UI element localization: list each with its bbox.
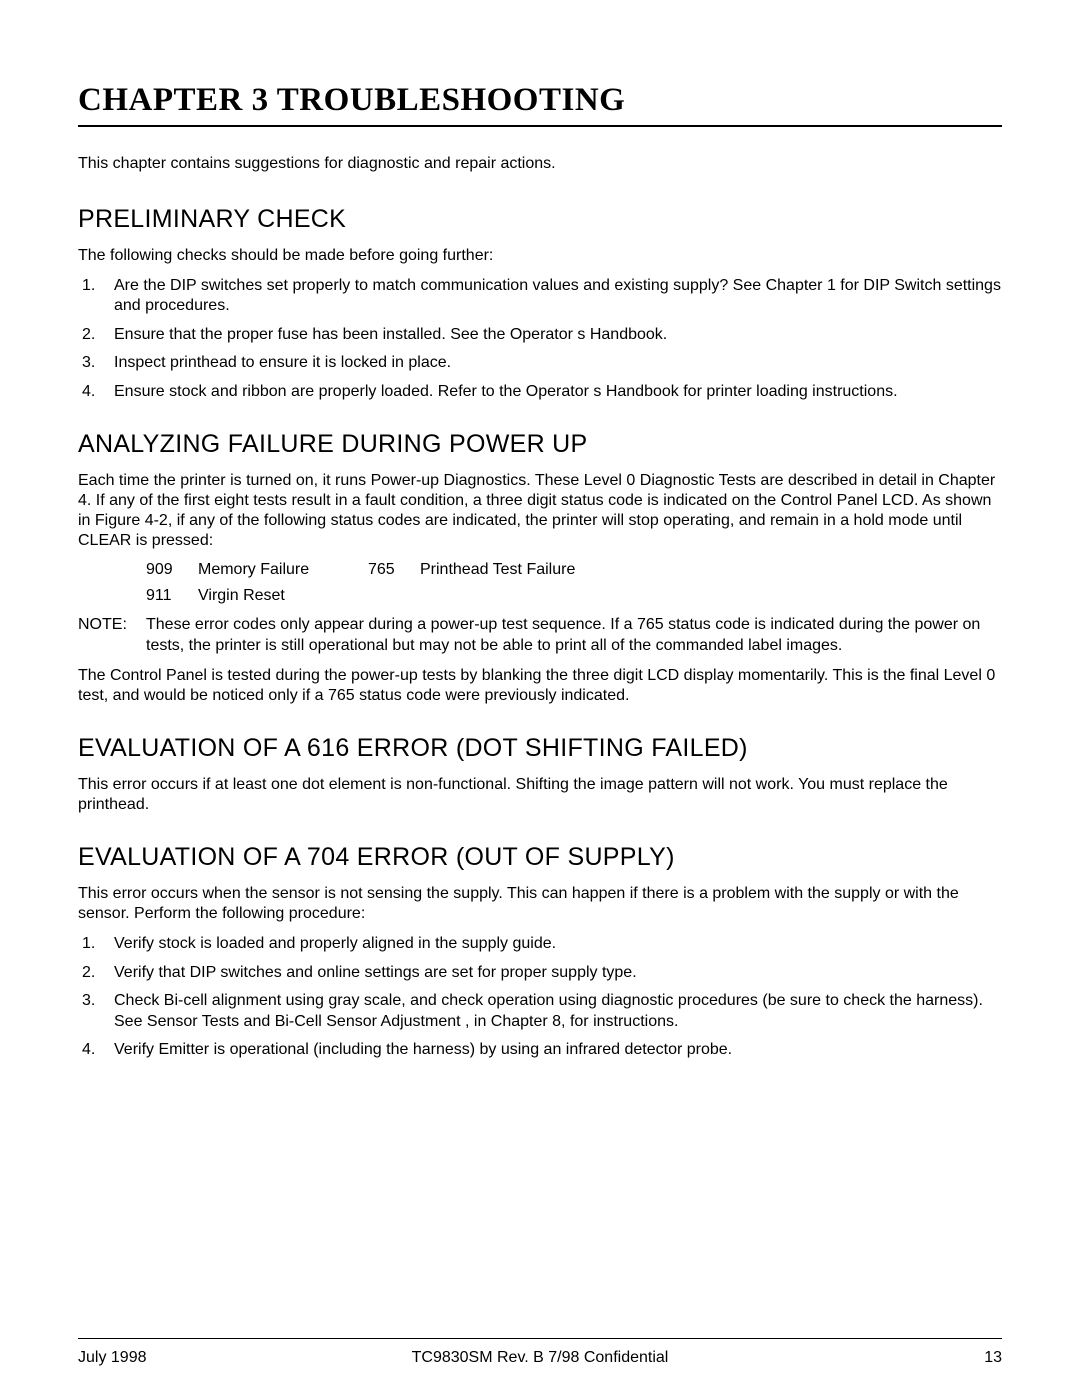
error-code: 765 [368, 561, 420, 579]
list-number: 1. [78, 276, 114, 317]
page-footer: July 1998 TC9830SM Rev. B 7/98 Confident… [78, 1349, 1002, 1367]
list-number: 3. [78, 353, 114, 373]
page-content: CHAPTER 3 TROUBLESHOOTING This chapter c… [0, 0, 1080, 1061]
section-preliminary-check-title: PRELIMINARY CHECK [78, 205, 1002, 234]
list-item: 3.Inspect printhead to ensure it is lock… [78, 353, 1002, 373]
list-text: Ensure stock and ribbon are properly loa… [114, 382, 1002, 402]
error-code-row: 909 Memory Failure 765 Printhead Test Fa… [78, 561, 1002, 579]
intro-paragraph: This chapter contains suggestions for di… [78, 155, 1002, 173]
list-text: Verify that DIP switches and online sett… [114, 963, 1002, 983]
list-item: 2.Verify that DIP switches and online se… [78, 963, 1002, 983]
err616-para: This error occurs if at least one dot el… [78, 775, 1002, 815]
err704-list: 1.Verify stock is loaded and properly al… [78, 934, 1002, 1060]
list-item: 4.Ensure stock and ribbon are properly l… [78, 382, 1002, 402]
list-text: Inspect printhead to ensure it is locked… [114, 353, 1002, 373]
list-text: Check Bi-cell alignment using gray scale… [114, 991, 1002, 1032]
section-616-error-title: EVALUATION OF A 616 ERROR (DOT SHIFTING … [78, 734, 1002, 763]
analyzing-para1: Each time the printer is turned on, it r… [78, 471, 1002, 551]
list-number: 2. [78, 325, 114, 345]
list-number: 2. [78, 963, 114, 983]
analyzing-para2: The Control Panel is tested during the p… [78, 666, 1002, 706]
error-label: Printhead Test Failure [420, 561, 1002, 579]
footer-rule [78, 1338, 1002, 1339]
note-label: NOTE: [78, 615, 146, 656]
list-number: 4. [78, 1040, 114, 1060]
error-label: Virgin Reset [198, 587, 368, 605]
chapter-title: CHAPTER 3 TROUBLESHOOTING [78, 82, 1002, 119]
list-text: Verify Emitter is operational (including… [114, 1040, 1002, 1060]
footer-docid: TC9830SM Rev. B 7/98 Confidential [78, 1349, 1002, 1367]
list-item: 1.Verify stock is loaded and properly al… [78, 934, 1002, 954]
list-item: 3.Check Bi-cell alignment using gray sca… [78, 991, 1002, 1032]
error-code: 909 [146, 561, 198, 579]
section-704-error-title: EVALUATION OF A 704 ERROR (OUT OF SUPPLY… [78, 843, 1002, 872]
list-number: 4. [78, 382, 114, 402]
note: NOTE: These error codes only appear duri… [78, 615, 1002, 656]
section-analyzing-failure-title: ANALYZING FAILURE DURING POWER UP [78, 430, 1002, 459]
list-text: Ensure that the proper fuse has been ins… [114, 325, 1002, 345]
preliminary-check-lead: The following checks should be made befo… [78, 246, 1002, 266]
error-code-row: 911 Virgin Reset [78, 587, 1002, 605]
error-code: 911 [146, 587, 198, 605]
list-text: Are the DIP switches set properly to mat… [114, 276, 1002, 317]
title-rule [78, 125, 1002, 127]
list-text: Verify stock is loaded and properly alig… [114, 934, 1002, 954]
list-number: 3. [78, 991, 114, 1032]
list-item: 4.Verify Emitter is operational (includi… [78, 1040, 1002, 1060]
list-item: 1.Are the DIP switches set properly to m… [78, 276, 1002, 317]
list-number: 1. [78, 934, 114, 954]
err704-para: This error occurs when the sensor is not… [78, 884, 1002, 924]
error-label: Memory Failure [198, 561, 368, 579]
note-text: These error codes only appear during a p… [146, 615, 1002, 656]
preliminary-check-list: 1.Are the DIP switches set properly to m… [78, 276, 1002, 402]
list-item: 2.Ensure that the proper fuse has been i… [78, 325, 1002, 345]
